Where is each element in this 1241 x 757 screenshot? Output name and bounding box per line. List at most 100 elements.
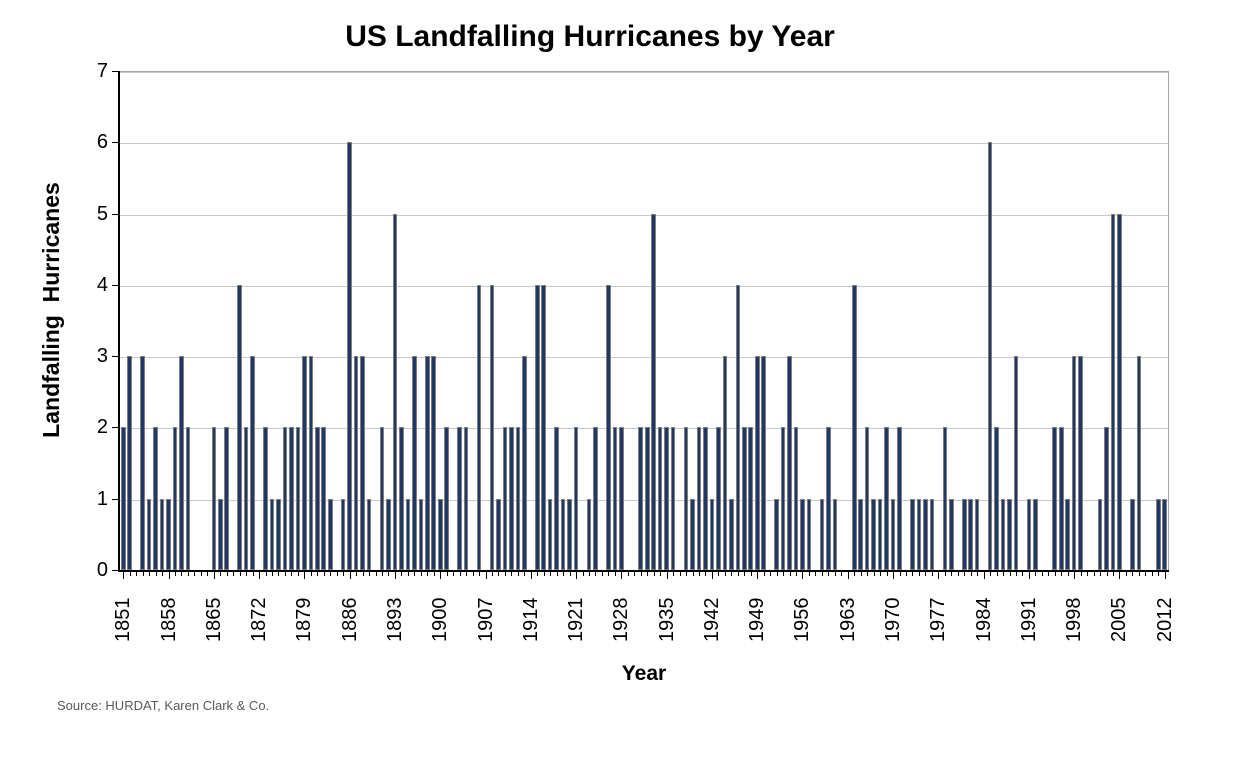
bar-1974 — [916, 498, 922, 570]
x-axis-line — [118, 570, 1169, 572]
x-tick-mark-1928 — [621, 572, 623, 579]
gridline-y6 — [120, 143, 1168, 145]
x-tick-label-1886: 1886 — [338, 597, 361, 643]
x-tick-mark-1876 — [284, 572, 286, 576]
x-tick-mark-2005 — [1119, 572, 1121, 579]
bar-1934 — [657, 427, 663, 570]
bar-1966 — [864, 427, 870, 570]
x-tick-mark-1880 — [310, 572, 312, 576]
x-tick-mark-1943 — [718, 572, 720, 576]
bar-1992 — [1033, 498, 1038, 570]
bar-1892 — [386, 498, 391, 570]
x-tick-mark-1954 — [789, 572, 791, 576]
bar-1866 — [217, 498, 223, 570]
bar-1954 — [787, 356, 792, 570]
x-tick-mark-1915 — [537, 572, 539, 576]
bar-1889 — [366, 498, 372, 570]
x-tick-mark-1872 — [259, 572, 261, 579]
x-tick-mark-1979 — [951, 572, 953, 576]
x-tick-mark-1945 — [731, 572, 733, 576]
x-tick-mark-2002 — [1100, 572, 1102, 576]
x-tick-mark-1913 — [524, 572, 526, 576]
x-tick-mark-1952 — [776, 572, 778, 576]
y-tick-label-7: 7 — [96, 60, 108, 82]
x-tick-mark-1854 — [142, 572, 144, 576]
bar-1976 — [929, 498, 935, 570]
x-tick-mark-1991 — [1028, 572, 1030, 579]
x-tick-mark-1890 — [375, 572, 377, 576]
x-tick-mark-2006 — [1125, 572, 1127, 576]
x-tick-label-1907: 1907 — [474, 597, 497, 643]
bar-2003 — [1104, 427, 1109, 570]
x-tick-label-1893: 1893 — [383, 597, 406, 643]
bar-1916 — [541, 284, 547, 570]
x-tick-mark-1924 — [595, 572, 597, 576]
x-tick-mark-1902 — [453, 572, 455, 576]
x-tick-mark-1925 — [601, 572, 603, 576]
x-tick-mark-1978 — [944, 572, 946, 576]
bar-1991 — [1026, 498, 1032, 570]
x-tick-mark-1896 — [414, 572, 416, 576]
x-tick-mark-1860 — [181, 572, 183, 576]
bar-1885 — [340, 498, 346, 570]
x-tick-mark-1977 — [938, 572, 940, 579]
bar-1936 — [670, 427, 676, 570]
x-tick-mark-1889 — [369, 572, 371, 576]
bar-2011 — [1155, 498, 1161, 570]
x-tick-mark-1966 — [867, 572, 869, 576]
x-tick-mark-1941 — [705, 572, 707, 576]
bar-1881 — [315, 427, 320, 570]
x-tick-mark-1998 — [1074, 572, 1076, 579]
bar-1932 — [644, 427, 650, 570]
y-tick-label-3: 3 — [96, 345, 108, 368]
bar-1879 — [302, 356, 307, 570]
bar-1908 — [489, 284, 495, 570]
bar-1985 — [987, 142, 993, 570]
x-tick-mark-1901 — [446, 572, 448, 576]
bar-1939 — [690, 498, 695, 570]
x-tick-mark-1900 — [440, 572, 442, 579]
y-tick-mark-1 — [112, 498, 118, 500]
bar-1956 — [800, 498, 805, 570]
x-tick-mark-1933 — [653, 572, 655, 576]
bar-1887 — [353, 356, 359, 570]
x-tick-mark-1910 — [504, 572, 506, 576]
bar-1973 — [910, 498, 915, 570]
x-tick-label-1928: 1928 — [610, 597, 633, 643]
bar-1852 — [127, 356, 132, 570]
bar-1982 — [968, 498, 973, 570]
x-tick-mark-1996 — [1061, 572, 1063, 576]
x-tick-mark-1999 — [1080, 572, 1082, 576]
y-tick-mark-0 — [112, 570, 118, 571]
bar-1869 — [237, 284, 242, 570]
x-tick-mark-1931 — [640, 572, 642, 576]
bar-2007 — [1130, 498, 1135, 570]
gridline-y4 — [120, 285, 1168, 287]
x-tick-mark-1927 — [614, 572, 616, 576]
bar-1953 — [780, 427, 786, 570]
y-tick-mark-4 — [112, 284, 118, 286]
bar-1923 — [586, 498, 592, 570]
x-tick-mark-1930 — [634, 572, 636, 576]
bar-1950 — [761, 356, 766, 570]
x-tick-mark-1946 — [737, 572, 739, 576]
x-tick-mark-2011 — [1158, 572, 1160, 576]
x-tick-mark-1983 — [977, 572, 979, 576]
bar-1938 — [683, 427, 689, 570]
x-tick-mark-1959 — [821, 572, 823, 576]
x-tick-mark-1906 — [479, 572, 481, 576]
gridline-y7 — [120, 72, 1168, 73]
bar-1940 — [696, 427, 702, 570]
bar-1968 — [877, 498, 883, 570]
x-tick-mark-1944 — [724, 572, 726, 576]
x-tick-mark-1852 — [129, 572, 131, 576]
x-tick-mark-1932 — [647, 572, 649, 576]
bar-1952 — [774, 498, 779, 570]
x-tick-mark-1980 — [957, 572, 959, 576]
bar-1924 — [593, 427, 598, 570]
x-tick-mark-1939 — [692, 572, 694, 576]
x-tick-mark-1882 — [323, 572, 325, 576]
x-tick-mark-1895 — [407, 572, 409, 576]
x-tick-mark-1874 — [272, 572, 274, 576]
x-tick-mark-1976 — [931, 572, 933, 576]
